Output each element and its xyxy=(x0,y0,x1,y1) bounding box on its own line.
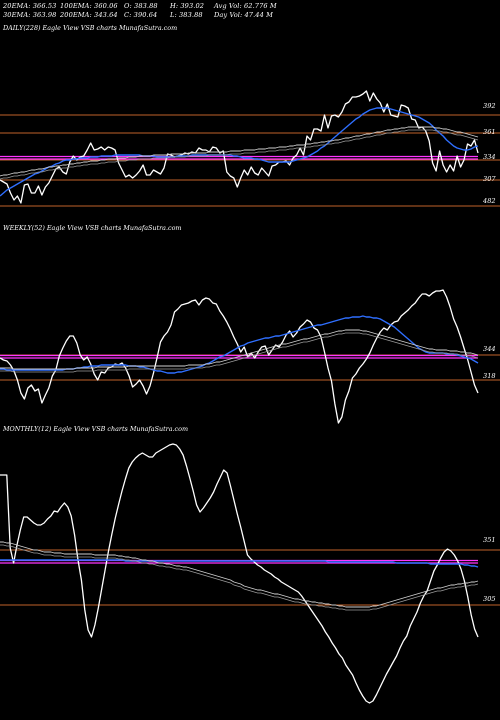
monthly-price-line xyxy=(0,443,479,704)
weekly-y-tick-label: 318 xyxy=(483,372,496,380)
daily-price-line xyxy=(0,90,479,204)
header-20ema: 20EMA: 366.53 xyxy=(3,2,57,10)
daily-y-tick-label: 307 xyxy=(483,175,496,183)
monthly-y-tick-label: 305 xyxy=(483,595,496,603)
header-high: H: 393.02 xyxy=(170,2,205,10)
header-low: L: 383.88 xyxy=(170,11,203,19)
header-close: C: 390.64 xyxy=(124,11,158,19)
weekly-price-line xyxy=(0,289,479,424)
header-avg-vol: Avg Vol: 62.776 M xyxy=(214,2,277,10)
header-open: O: 383.88 xyxy=(124,2,158,10)
monthly-ema_fast-line xyxy=(0,559,479,568)
daily-y-tick-label: 482 xyxy=(482,197,496,205)
weekly-panel-title: WEEKLY(52) Eagle View VSB charts MunafaS… xyxy=(3,224,182,232)
daily-y-tick-label: 392 xyxy=(483,102,496,110)
daily-ema-slow-2-line xyxy=(0,129,479,180)
header-day-vol: Day Vol: 47.44 M xyxy=(214,11,273,19)
weekly-ema-slow-2-line xyxy=(0,332,479,373)
header-100ema: 100EMA: 360.06 xyxy=(60,2,118,10)
weekly-ema_slow-line xyxy=(0,329,479,370)
daily-y-tick-label: 361 xyxy=(483,128,496,136)
daily-y-tick-label: 334 xyxy=(483,153,496,161)
monthly-y-tick-label: 351 xyxy=(483,536,496,544)
monthly-ema-slow-2-line xyxy=(0,544,479,611)
daily-ema_fast-line xyxy=(0,107,479,197)
monthly-panel-title: MONTHLY(12) Eagle View VSB charts Munafa… xyxy=(3,425,189,433)
header-200ema: 200EMA: 343.64 xyxy=(60,11,118,19)
daily-panel-title: DAILY(228) Eagle View VSB charts MunafaS… xyxy=(3,24,178,32)
daily-ema_slow-line xyxy=(0,126,479,177)
weekly-y-tick-label: 344 xyxy=(483,345,496,353)
weekly-ema_fast-line xyxy=(0,315,479,374)
monthly-ema_slow-line xyxy=(0,541,479,608)
header-30ema: 30EMA: 363.98 xyxy=(3,11,57,19)
